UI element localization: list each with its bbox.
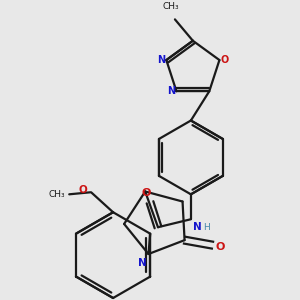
Text: CH₃: CH₃ — [49, 190, 65, 199]
Text: N: N — [193, 222, 202, 232]
Text: N: N — [157, 55, 165, 65]
Text: N: N — [138, 258, 147, 268]
Text: O: O — [216, 242, 225, 252]
Text: CH₃: CH₃ — [163, 2, 179, 11]
Text: H: H — [203, 223, 210, 232]
Text: N: N — [167, 86, 175, 96]
Text: O: O — [141, 188, 151, 198]
Text: O: O — [78, 185, 87, 195]
Text: O: O — [220, 55, 229, 65]
